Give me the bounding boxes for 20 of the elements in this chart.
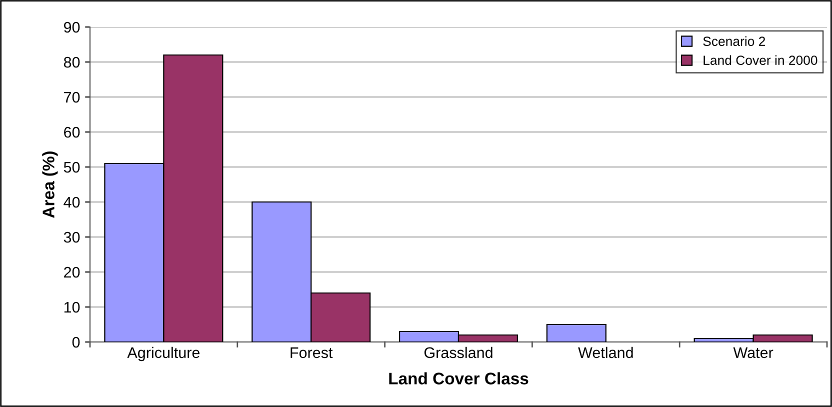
x-tick-label: Water [733,347,774,358]
x-tick-label: Grassland [424,346,492,358]
y-axis-title: Area (%) [42,152,58,218]
y-tick-label: 20 [64,266,80,278]
y-tick-label: 30 [64,232,80,243]
legend-label: Land Cover in 2000 [704,55,818,65]
y-tick-label: 80 [64,56,80,68]
x-tick-label: Wetland [578,346,633,358]
y-tick-label: 90 [64,22,80,33]
x-axis-title: Land Cover Class [389,372,528,384]
y-tick-label: 60 [64,126,80,138]
y-tick-label: 10 [64,302,80,313]
bar [546,324,606,342]
y-tick-label: 70 [64,92,80,103]
x-tick-label: Forest [290,347,333,358]
y-tick-label: 40 [64,196,80,208]
y-tick-label: 50 [64,162,80,173]
x-tick-label: Agriculture [127,346,200,362]
y-tick-label: 0 [72,336,80,348]
legend-label: Scenario 2 [703,36,766,46]
